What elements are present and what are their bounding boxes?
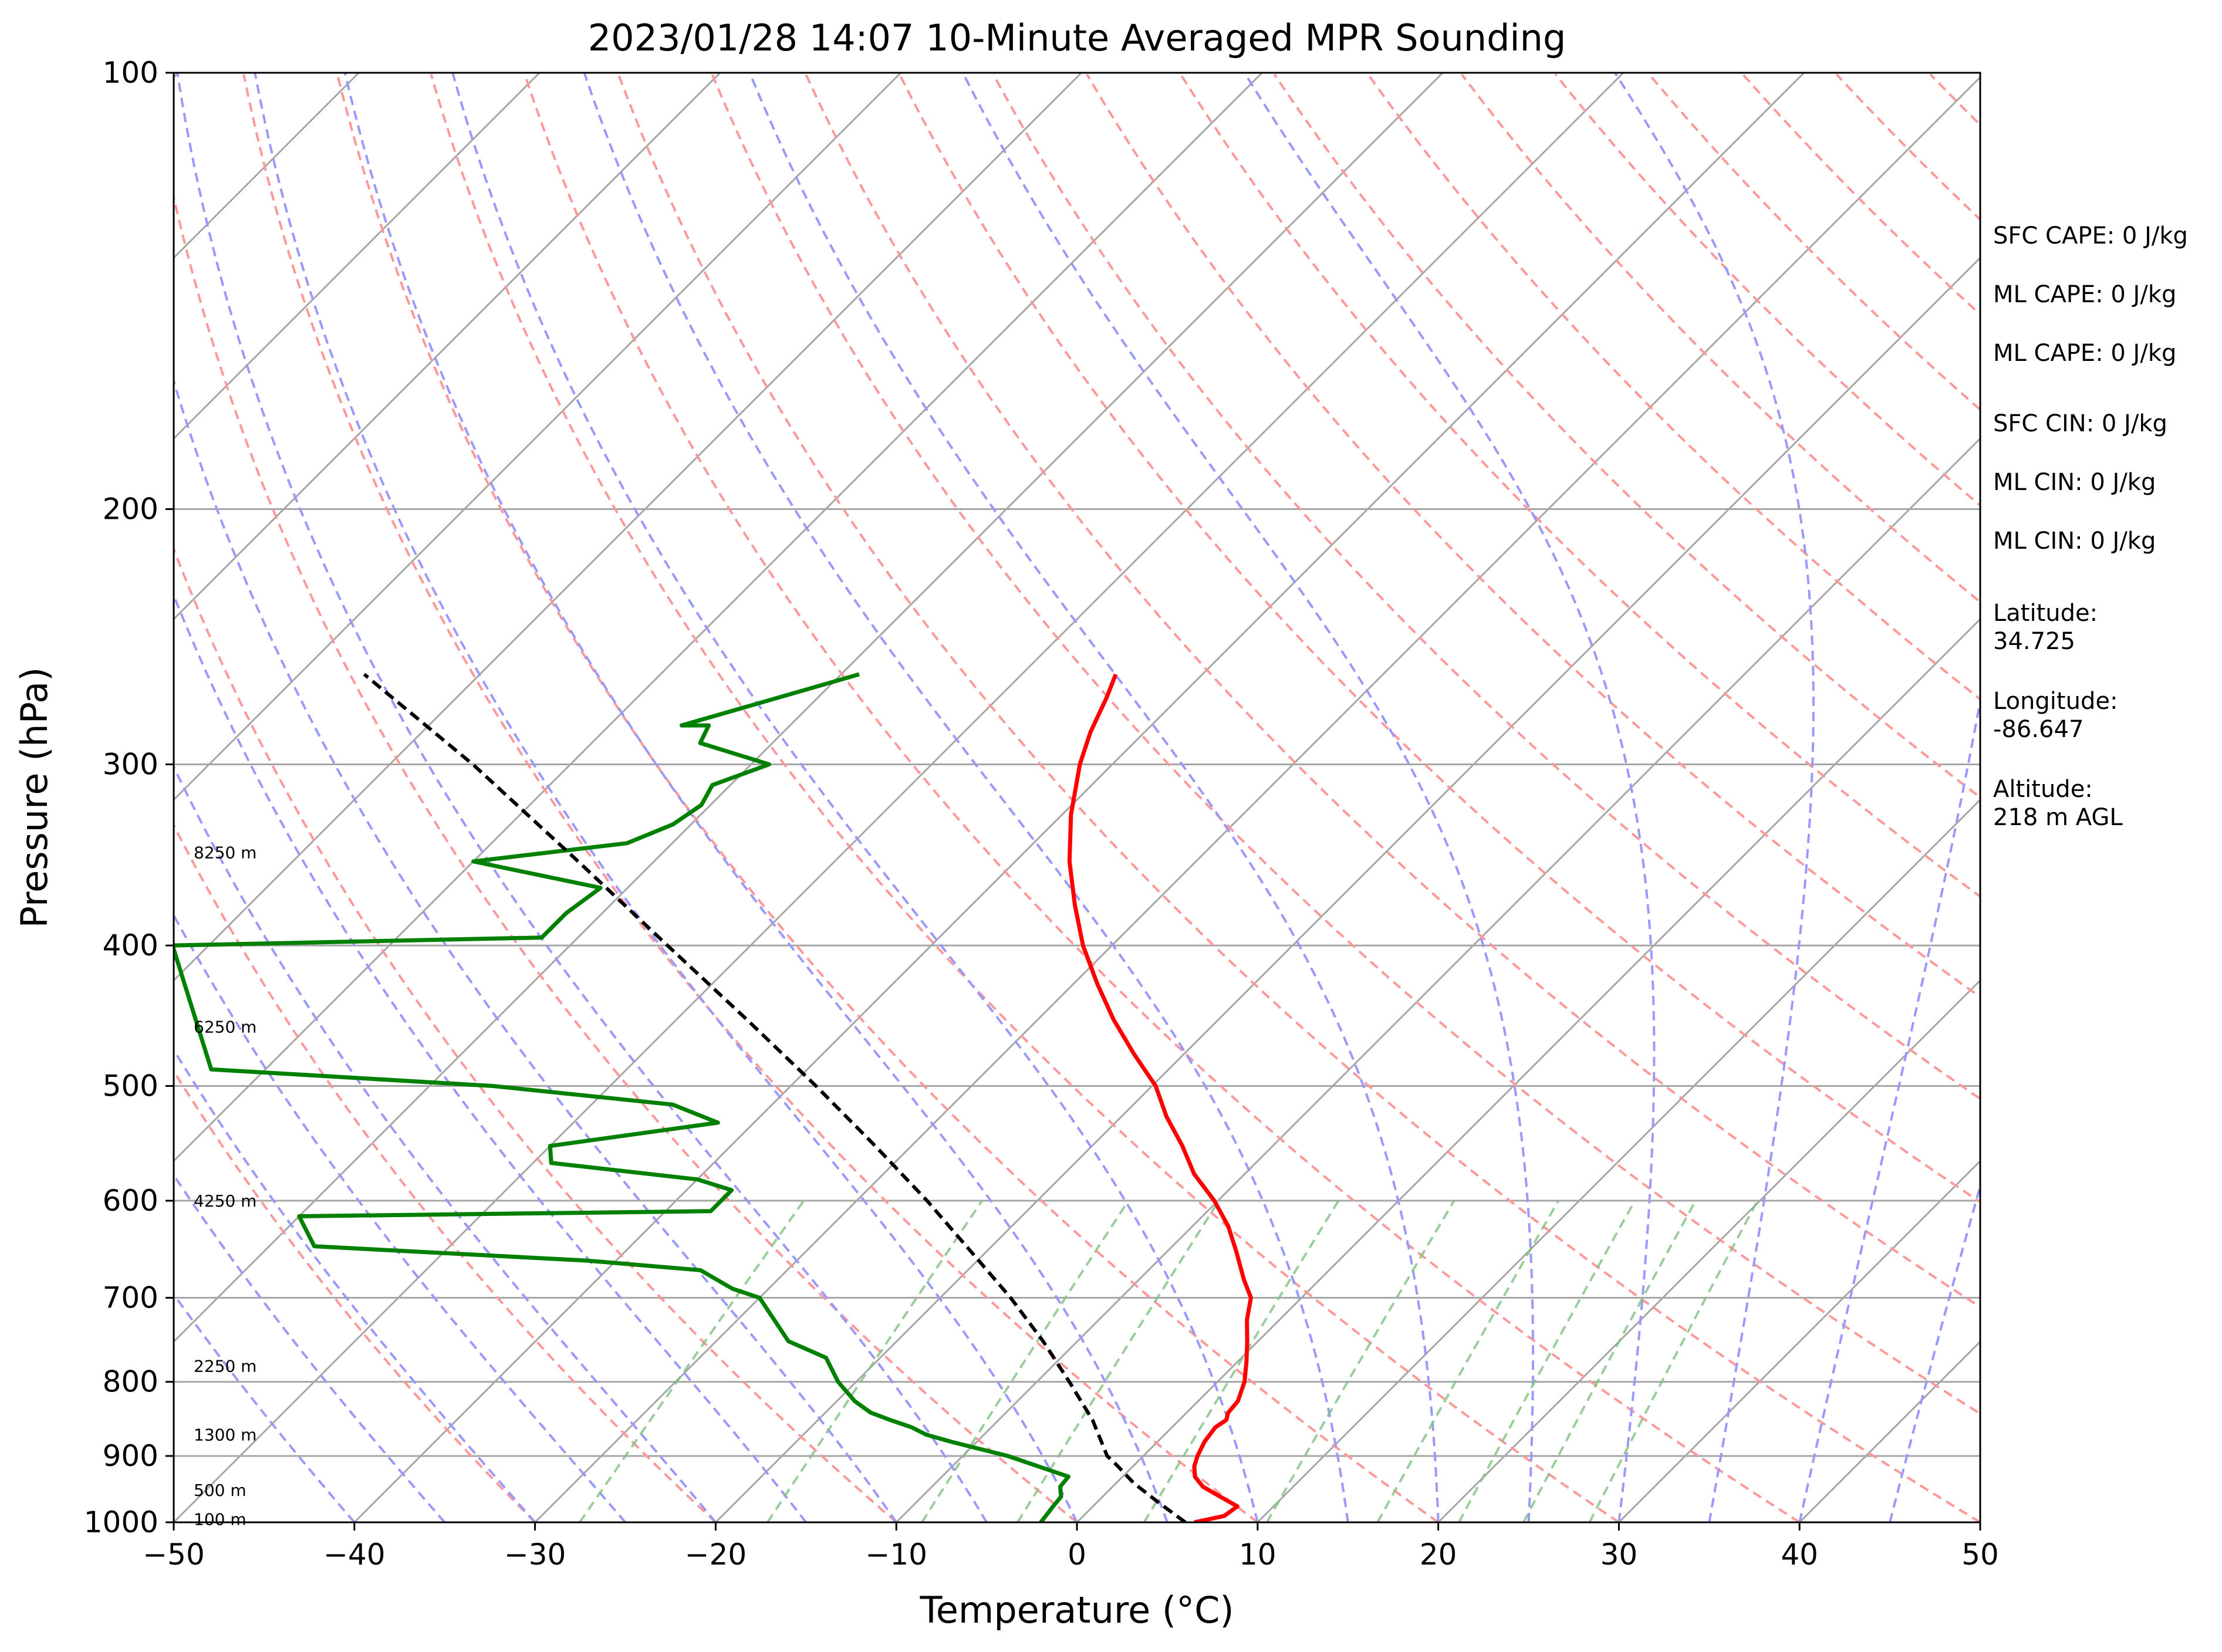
side-annotation-text: ML CAPE: 0 J/kg: [1993, 281, 2176, 308]
y-tick-label: 700: [103, 1281, 158, 1315]
chart-title: 2023/01/28 14:07 10-Minute Averaged MPR …: [588, 16, 1566, 59]
y-tick-label: 600: [103, 1184, 158, 1218]
height-label: 500 m: [194, 1481, 246, 1500]
height-label: 100 m: [194, 1510, 246, 1529]
side-annotation-text: Altitude:: [1993, 776, 2093, 803]
x-tick-label: −30: [504, 1538, 566, 1572]
side-annotation-text: ML CAPE: 0 J/kg: [1993, 340, 2176, 367]
x-tick-label: −50: [143, 1538, 205, 1572]
height-label: 2250 m: [194, 1356, 256, 1376]
y-tick-label: 1000: [84, 1505, 158, 1539]
x-tick-label: −40: [323, 1538, 386, 1572]
x-tick-label: −20: [685, 1538, 747, 1572]
side-annotation-text: -86.647: [1993, 716, 2083, 743]
height-label: 1300 m: [194, 1425, 256, 1445]
x-tick-label: 30: [1600, 1538, 1638, 1572]
x-tick-label: 20: [1420, 1538, 1457, 1572]
x-tick-label: 10: [1239, 1538, 1277, 1572]
x-tick-label: 40: [1781, 1538, 1818, 1572]
side-annotation-text: 218 m AGL: [1993, 804, 2123, 831]
y-tick-label: 400: [103, 928, 158, 962]
y-axis-label: Pressure (hPa): [13, 667, 56, 928]
side-annotation-text: Latitude:: [1993, 600, 2098, 627]
height-label: 4250 m: [194, 1191, 256, 1211]
y-tick-label: 200: [103, 492, 158, 526]
y-tick-label: 300: [103, 747, 158, 781]
height-label: 8250 m: [194, 843, 256, 862]
y-tick-label: 500: [103, 1069, 158, 1103]
height-label: 6250 m: [194, 1017, 256, 1036]
side-annotation-text: SFC CAPE: 0 J/kg: [1993, 222, 2188, 249]
x-tick-label: 50: [1961, 1538, 1999, 1572]
y-tick-label: 100: [103, 56, 158, 90]
side-annotation-text: ML CIN: 0 J/kg: [1993, 469, 2156, 496]
side-annotation-text: 34.725: [1993, 628, 2075, 655]
y-tick-label: 900: [103, 1439, 158, 1473]
x-tick-label: −10: [865, 1538, 927, 1572]
x-axis-label: Temperature (°C): [919, 1589, 1234, 1631]
side-annotation-text: ML CIN: 0 J/kg: [1993, 528, 2156, 555]
x-tick-label: 0: [1068, 1538, 1086, 1572]
side-annotation-text: SFC CIN: 0 J/kg: [1993, 410, 2167, 437]
y-tick-label: 800: [103, 1365, 158, 1399]
side-annotation-text: Longitude:: [1993, 688, 2118, 715]
